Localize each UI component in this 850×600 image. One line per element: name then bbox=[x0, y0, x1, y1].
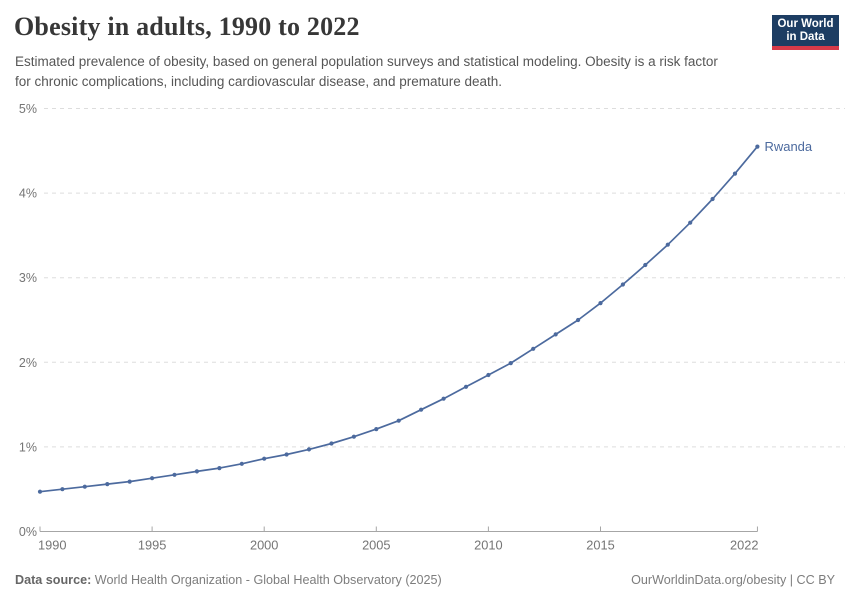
entity-label-rwanda[interactable]: Rwanda bbox=[764, 139, 812, 154]
data-source-label: Data source: bbox=[15, 573, 92, 587]
owid-url-license-link[interactable]: OurWorldinData.org/obesity | CC BY bbox=[631, 573, 835, 587]
data-point-2008[interactable] bbox=[441, 396, 446, 401]
x-tick-label: 2015 bbox=[586, 538, 614, 553]
data-source-note: Data source: World Health Organization -… bbox=[15, 573, 442, 587]
x-tick-label: 2005 bbox=[362, 538, 390, 553]
data-point-2022[interactable] bbox=[755, 144, 760, 149]
data-point-1990[interactable] bbox=[37, 489, 43, 494]
data-point-2001[interactable] bbox=[284, 452, 289, 457]
data-point-2014[interactable] bbox=[576, 317, 581, 323]
data-point-2002[interactable] bbox=[306, 447, 312, 452]
data-source-text: World Health Organization - Global Healt… bbox=[91, 573, 442, 587]
data-point-1997[interactable] bbox=[194, 469, 199, 474]
y-tick-label: 4% bbox=[19, 187, 37, 201]
owid-logo-line2: in Data bbox=[786, 30, 825, 43]
data-point-2003[interactable] bbox=[329, 441, 334, 446]
data-point-2010[interactable] bbox=[486, 372, 491, 378]
data-point-1995[interactable] bbox=[150, 476, 155, 481]
series-line-rwanda[interactable] bbox=[39, 145, 759, 493]
data-point-2016[interactable] bbox=[620, 282, 626, 287]
owid-logo[interactable]: Our World in Data bbox=[772, 15, 839, 50]
data-point-2011[interactable] bbox=[508, 361, 513, 366]
y-tick-label: 2% bbox=[19, 356, 37, 370]
data-point-2021[interactable] bbox=[732, 171, 738, 176]
data-point-2018[interactable] bbox=[665, 242, 670, 247]
x-tick-label: 1990 bbox=[38, 538, 66, 553]
x-tick-label: 1995 bbox=[138, 538, 166, 553]
y-tick-label: 3% bbox=[19, 271, 37, 285]
data-point-1996[interactable] bbox=[172, 472, 177, 477]
data-point-1998[interactable] bbox=[217, 466, 222, 471]
chart-footer: Data source: World Health Organization -… bbox=[15, 573, 835, 587]
data-point-1993[interactable] bbox=[105, 482, 110, 487]
x-tick-label: 2022 bbox=[730, 538, 758, 553]
data-point-2000[interactable] bbox=[262, 456, 267, 461]
data-point-2005[interactable] bbox=[374, 427, 379, 432]
data-point-2019[interactable] bbox=[688, 220, 693, 225]
owid-logo-line1: Our World bbox=[777, 17, 834, 30]
data-point-2009[interactable] bbox=[463, 384, 469, 389]
data-point-1994[interactable] bbox=[127, 479, 132, 484]
data-point-1992[interactable] bbox=[82, 484, 87, 489]
y-tick-label: 0% bbox=[19, 525, 37, 539]
x-tick-label: 2000 bbox=[250, 538, 278, 553]
chart-title: Obesity in adults, 1990 to 2022 bbox=[14, 12, 360, 41]
data-point-2017[interactable] bbox=[643, 262, 648, 268]
data-point-2020[interactable] bbox=[710, 196, 715, 202]
data-point-2006[interactable] bbox=[396, 418, 401, 423]
data-point-2004[interactable] bbox=[351, 434, 356, 439]
y-tick-label: 5% bbox=[19, 102, 37, 116]
data-point-1991[interactable] bbox=[60, 487, 65, 492]
chart-subtitle: Estimated prevalence of obesity, based o… bbox=[15, 54, 718, 89]
data-point-2015[interactable] bbox=[598, 301, 603, 306]
data-point-2013[interactable] bbox=[553, 332, 558, 337]
x-tick-label: 2010 bbox=[474, 538, 502, 553]
data-point-2007[interactable] bbox=[419, 407, 424, 412]
data-point-2012[interactable] bbox=[531, 346, 536, 351]
data-point-1999[interactable] bbox=[239, 461, 244, 466]
y-tick-label: 1% bbox=[19, 440, 37, 454]
